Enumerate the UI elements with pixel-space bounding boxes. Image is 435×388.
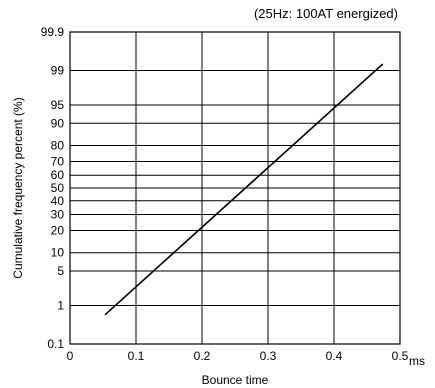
y-tick-label: 40 [51, 194, 65, 208]
y-tick-label: 80 [51, 139, 65, 153]
y-tick-label: 90 [51, 116, 65, 130]
y-tick-label: 0.1 [47, 337, 64, 351]
x-tick-label: 0 [67, 349, 74, 363]
y-tick-label: 10 [51, 246, 65, 260]
y-tick-label: 30 [51, 207, 65, 221]
y-tick-label: 5 [57, 264, 64, 278]
y-tick-label: 20 [51, 223, 65, 237]
x-tick-label: 0.2 [194, 349, 211, 363]
x-axis-unit: ms [409, 354, 425, 368]
y-tick-label: 1 [57, 298, 64, 312]
series-layer [104, 63, 384, 316]
x-tick-label: 0.4 [326, 349, 343, 363]
x-tick-label: 0.5 [392, 349, 409, 363]
y-axis-title: Cumulative frequency percent (%) [11, 97, 25, 278]
y-tick-label: 60 [51, 168, 65, 182]
grid [69, 31, 401, 345]
x-tick-label: 0.1 [128, 349, 145, 363]
data-series-line [104, 63, 384, 316]
plot-frame [69, 31, 401, 345]
y-tick-label: 99.9 [41, 25, 65, 39]
y-tick-label: 50 [51, 181, 65, 195]
y-tick-label: 95 [51, 98, 65, 112]
chart-annotation: (25Hz: 100AT energized) [254, 6, 398, 21]
x-axis-title: Bounce time [202, 373, 269, 387]
y-tick-label: 70 [51, 155, 65, 169]
x-tick-label: 0.3 [260, 349, 277, 363]
y-tick-label: 99 [51, 64, 65, 78]
